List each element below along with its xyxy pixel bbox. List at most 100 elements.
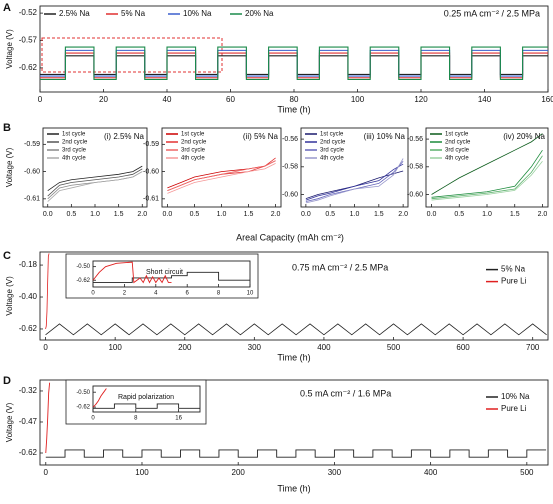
x-tick-label: 200 <box>232 468 246 477</box>
y-tick-label: -0.62 <box>76 278 90 284</box>
x-tick-label: 40 <box>163 95 172 104</box>
y-tick-label: -0.62 <box>19 63 38 72</box>
legend-label: 20% Na <box>245 9 274 18</box>
y-tick-label: -0.52 <box>19 8 38 17</box>
legend-label: 2nd cycle <box>320 140 346 146</box>
x-tick-label: 60 <box>226 95 235 104</box>
y-tick-label: -0.60 <box>407 191 423 198</box>
x-tick-label: 1.5 <box>114 211 124 218</box>
legend-label: 1st cycle <box>181 132 205 138</box>
x-tick-label: 0.0 <box>301 211 311 218</box>
legend-label: 3rd cycle <box>62 148 87 154</box>
x-tick-label: 0.0 <box>163 211 173 218</box>
x-tick-label: 100 <box>108 343 122 352</box>
annotation: Rapid polarization <box>118 394 174 401</box>
x-tick-label: 16 <box>175 416 182 422</box>
data-line <box>92 261 172 284</box>
y-tick-label: -0.62 <box>19 448 38 457</box>
x-tick-label: 0 <box>38 95 43 104</box>
x-tick-label: 8 <box>217 291 221 297</box>
data-line <box>431 149 543 198</box>
legend-label: 1st cycle <box>445 132 469 138</box>
x-tick-label: 0.5 <box>190 211 200 218</box>
y-tick-label: -0.62 <box>19 324 38 333</box>
x-tick-label: 500 <box>387 343 401 352</box>
x-tick-label: 1.0 <box>482 211 492 218</box>
subplot-title: (iv) 20% Na <box>503 132 545 141</box>
legend-label: 2.5% Na <box>59 9 90 18</box>
plot-frame <box>39 251 549 341</box>
y-tick-label: -0.60 <box>24 168 40 175</box>
y-tick-label: -0.59 <box>143 141 159 148</box>
data-line <box>305 158 404 204</box>
x-tick-label: 0 <box>44 468 49 477</box>
x-tick-label: 700 <box>526 343 540 352</box>
x-tick-label: 300 <box>328 468 342 477</box>
x-tick-label: 1.0 <box>90 211 100 218</box>
legend-label: 10% Na <box>501 392 530 401</box>
x-tick-label: 0.5 <box>66 211 76 218</box>
x-tick-label: 10 <box>247 291 254 297</box>
x-tick-label: 160 <box>541 95 553 104</box>
inset-box <box>65 379 207 425</box>
x-tick-label: 0 <box>91 291 95 297</box>
data-line <box>305 163 404 201</box>
x-tick-label: 2.0 <box>137 211 147 218</box>
x-tick-label: 1.5 <box>374 211 384 218</box>
x-tick-label: 2.0 <box>398 211 408 218</box>
y-tick-label: -0.58 <box>282 164 298 171</box>
annotation: 0.25 mA cm⁻² / 2.5 MPa <box>444 8 540 18</box>
x-tick-label: 400 <box>317 343 331 352</box>
legend-label: 4th cycle <box>62 156 86 162</box>
x-tick-label: 0.0 <box>43 211 53 218</box>
x-tick-label: 1.5 <box>244 211 254 218</box>
x-tick-label: 0.5 <box>325 211 335 218</box>
y-tick-label: -0.60 <box>282 191 298 198</box>
x-axis-label: Areal Capacity (mAh cm⁻²) <box>236 232 344 242</box>
legend-label: 2nd cycle <box>181 140 207 146</box>
y-axis-label: Voltage (V) <box>5 402 14 442</box>
legend-label: 5% Na <box>121 9 146 18</box>
data-line <box>45 449 547 458</box>
x-tick-label: 120 <box>414 95 428 104</box>
x-axis-label: Time (h) <box>277 352 310 362</box>
y-tick-label: -0.60 <box>143 168 159 175</box>
x-tick-label: 2.0 <box>271 211 281 218</box>
plot-frame <box>39 379 549 466</box>
plot-frame <box>92 385 201 413</box>
data-line <box>45 382 51 454</box>
legend-label: 1st cycle <box>320 132 344 138</box>
y-tick-label: -0.56 <box>407 136 423 143</box>
legend-label: Pure Li <box>501 404 527 413</box>
y-axis-label: Voltage (V) <box>5 29 14 69</box>
x-tick-label: 0.0 <box>427 211 437 218</box>
x-tick-label: 400 <box>424 468 438 477</box>
legend-label: 3rd cycle <box>181 148 206 154</box>
x-axis-label: Time (h) <box>277 483 310 493</box>
y-tick-label: -0.50 <box>76 264 90 270</box>
x-tick-label: 200 <box>178 343 192 352</box>
x-axis-label: Time (h) <box>277 104 310 114</box>
data-line <box>431 155 543 200</box>
data-line <box>92 388 107 408</box>
legend-label: 5% Na <box>501 265 526 274</box>
legend-label: 4th cycle <box>181 156 205 162</box>
data-line <box>93 403 200 409</box>
y-tick-label: -0.40 <box>19 292 38 301</box>
data-line <box>431 161 543 201</box>
x-tick-label: 2 <box>123 291 127 297</box>
data-line <box>47 171 143 202</box>
x-tick-label: 4 <box>154 291 158 297</box>
data-line <box>45 253 50 330</box>
y-tick-label: -0.18 <box>19 260 38 269</box>
panel-letter: C <box>3 250 11 262</box>
zoom-region <box>41 37 223 73</box>
legend-label: 2nd cycle <box>445 140 471 146</box>
data-line <box>47 165 143 191</box>
legend-label: 2nd cycle <box>62 140 88 146</box>
x-tick-label: 0 <box>43 343 48 352</box>
data-line <box>45 323 547 336</box>
legend-label: 4th cycle <box>445 156 469 162</box>
